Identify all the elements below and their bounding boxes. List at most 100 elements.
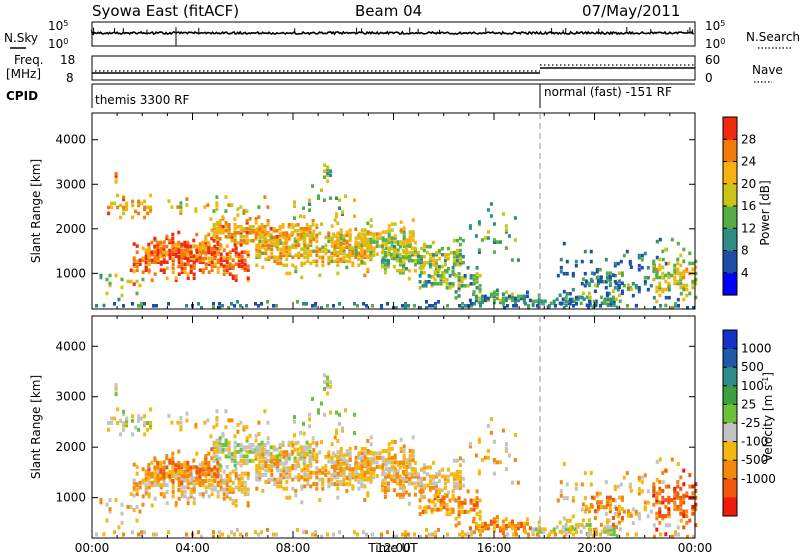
power-cell bbox=[285, 247, 289, 252]
power-cell bbox=[466, 266, 470, 270]
velocity-cell bbox=[600, 529, 604, 534]
power-cell bbox=[369, 253, 373, 258]
power-cell bbox=[180, 268, 184, 272]
power-cell bbox=[475, 286, 479, 290]
power-cell bbox=[219, 258, 223, 262]
velocity-cell bbox=[469, 500, 473, 505]
velocity-cell bbox=[258, 459, 262, 464]
velocity-cell bbox=[422, 495, 426, 499]
power-cell bbox=[472, 274, 476, 278]
power-cell bbox=[224, 195, 228, 199]
power-cell bbox=[471, 292, 475, 297]
power-cell bbox=[294, 223, 298, 228]
velocity-cell bbox=[398, 483, 402, 488]
velocity-cell bbox=[276, 477, 280, 482]
velocity-cell bbox=[230, 530, 233, 535]
velocity-cell bbox=[159, 469, 163, 474]
power-cell bbox=[363, 261, 367, 266]
power-cell bbox=[275, 235, 279, 239]
power-cell bbox=[336, 221, 340, 226]
velocity-cell bbox=[581, 502, 585, 507]
power-cell bbox=[363, 251, 367, 256]
velocity-cell bbox=[162, 483, 166, 488]
power-cell bbox=[599, 295, 603, 300]
power-cell bbox=[504, 296, 508, 301]
velocity-cell bbox=[233, 532, 236, 537]
power-cell bbox=[498, 240, 502, 244]
power-cell bbox=[605, 293, 609, 298]
velocity-cell bbox=[177, 480, 181, 485]
velocity-cell bbox=[565, 496, 569, 501]
power-cell bbox=[401, 262, 405, 267]
power-cell bbox=[677, 304, 680, 308]
power-cell bbox=[159, 250, 163, 255]
velocity-cell bbox=[629, 488, 633, 493]
velocity-cell bbox=[460, 505, 464, 510]
velocity-cell bbox=[655, 491, 659, 496]
velocity-cell bbox=[398, 465, 402, 470]
velocity-cell bbox=[626, 532, 629, 537]
velocity-cell bbox=[380, 472, 384, 477]
velocity-cell bbox=[637, 512, 641, 516]
velocity-cell bbox=[276, 484, 280, 489]
velocity-cell bbox=[228, 478, 232, 483]
velocity-cell bbox=[185, 411, 189, 416]
colorbar-tick-label: 12 bbox=[741, 221, 756, 235]
velocity-cell bbox=[559, 489, 563, 494]
velocity-cell bbox=[197, 530, 200, 535]
velocity-cell bbox=[245, 454, 249, 459]
power-cell bbox=[404, 304, 407, 308]
velocity-cell bbox=[580, 523, 584, 528]
velocity-cell bbox=[572, 532, 575, 537]
power-cell bbox=[323, 175, 327, 179]
velocity-cell bbox=[457, 521, 461, 526]
power-cell bbox=[516, 258, 520, 262]
power-cell bbox=[407, 304, 410, 308]
velocity-cell bbox=[305, 440, 309, 445]
velocity-cell bbox=[171, 474, 175, 478]
power-cell bbox=[258, 255, 262, 260]
velocity-cell bbox=[198, 478, 202, 483]
power-cell bbox=[258, 253, 262, 258]
power-cell bbox=[212, 235, 216, 239]
velocity-cell bbox=[233, 434, 237, 439]
power-cell bbox=[515, 304, 518, 308]
velocity-cell bbox=[245, 458, 249, 463]
power-cell bbox=[640, 253, 644, 258]
velocity-cell bbox=[309, 461, 313, 466]
velocity-cell bbox=[398, 460, 402, 465]
velocity-cell bbox=[207, 467, 211, 472]
power-cell bbox=[588, 295, 592, 300]
velocity-cell bbox=[291, 464, 295, 468]
power-cell bbox=[342, 241, 346, 246]
velocity-cell bbox=[315, 459, 319, 464]
velocity-cell bbox=[264, 461, 268, 466]
power-cell bbox=[427, 280, 431, 284]
power-cell bbox=[306, 253, 310, 258]
power-cell bbox=[398, 240, 402, 245]
power-cell bbox=[291, 263, 295, 268]
power-cell bbox=[612, 301, 616, 306]
power-cell bbox=[243, 266, 247, 270]
velocity-cell bbox=[129, 492, 133, 497]
velocity-cell bbox=[165, 456, 169, 461]
power-cell bbox=[685, 293, 689, 298]
velocity-cell bbox=[408, 455, 412, 460]
velocity-cell bbox=[282, 466, 286, 471]
velocity-cell bbox=[294, 488, 298, 493]
velocity-cell bbox=[467, 532, 470, 537]
velocity-cell bbox=[691, 507, 695, 512]
power-cell bbox=[159, 240, 163, 245]
velocity-cell bbox=[122, 421, 126, 425]
power-cell bbox=[386, 258, 390, 263]
power-cell bbox=[354, 248, 358, 252]
power-cell bbox=[475, 280, 479, 284]
power-cell bbox=[288, 247, 292, 252]
velocity-cell bbox=[617, 504, 621, 509]
power-cell bbox=[183, 248, 187, 253]
velocity-cell bbox=[679, 486, 683, 491]
power-cell bbox=[673, 281, 677, 286]
power-cell bbox=[344, 194, 347, 198]
power-cell bbox=[288, 251, 292, 256]
power-cell bbox=[446, 252, 450, 257]
